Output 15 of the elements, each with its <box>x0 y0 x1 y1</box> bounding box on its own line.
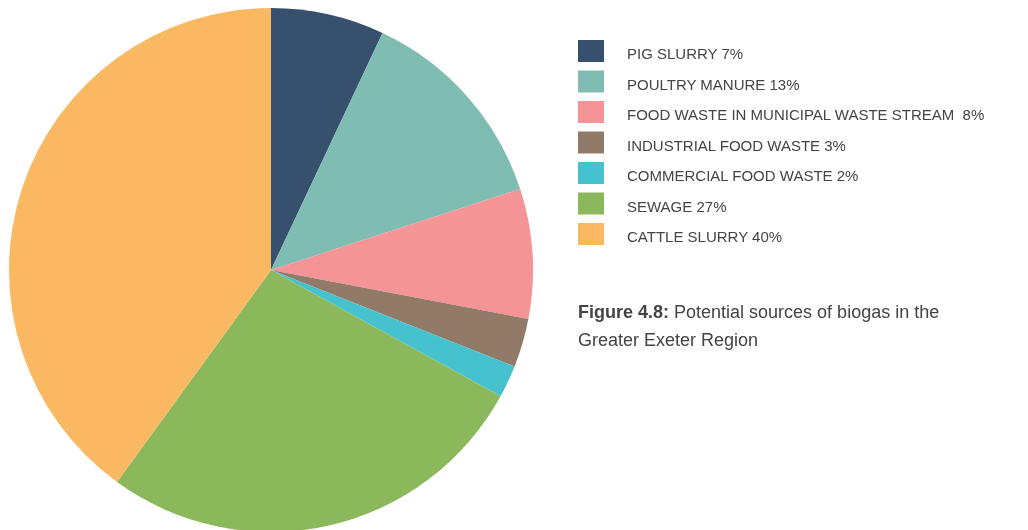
legend-label: CATTLE SLURRY 40% <box>627 228 783 245</box>
pie-slice <box>271 270 529 367</box>
caption: Figure 4.8: Potential sources of biogas in the Greater Exeter Region <box>578 302 940 350</box>
legend-label: FOOD WASTE IN MUNICIPAL WASTE STREAM 8% <box>627 106 985 123</box>
pie-slice <box>271 270 515 397</box>
legend-label: INDUSTRIAL FOOD WASTE 3% <box>627 136 846 154</box>
pie-slice <box>9 8 271 482</box>
pie-slice <box>271 32 521 270</box>
pie-slice <box>271 189 533 320</box>
legend-label: SEWAGE 27% <box>627 197 727 215</box>
pie-slice <box>117 270 501 530</box>
legend-label: PIG SLURRY 7% <box>627 45 744 62</box>
legend-label: COMMERCIAL FOOD WASTE 2% <box>627 167 859 184</box>
legend-label: POULTRY MANURE 13% <box>627 75 800 93</box>
pie-slice <box>271 8 383 270</box>
